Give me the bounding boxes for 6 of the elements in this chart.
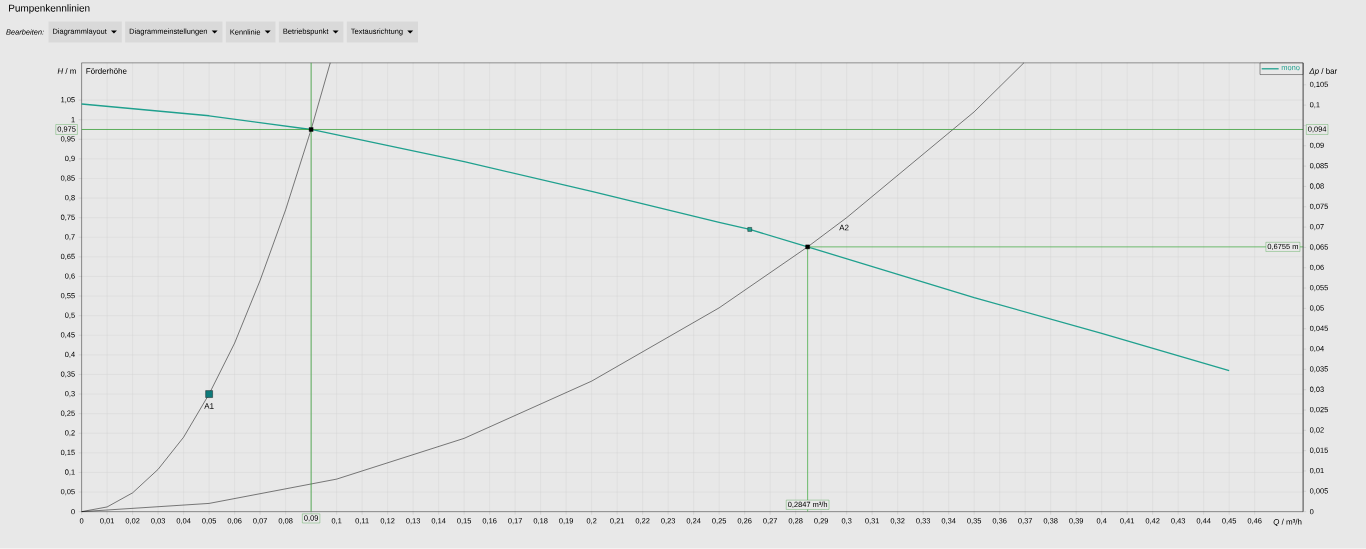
point [805,244,810,250]
point [308,127,314,132]
point [747,227,752,232]
line-series [80,103,1230,372]
chart-title: Pumpenkennlinien [9,4,90,14]
point [205,390,213,398]
